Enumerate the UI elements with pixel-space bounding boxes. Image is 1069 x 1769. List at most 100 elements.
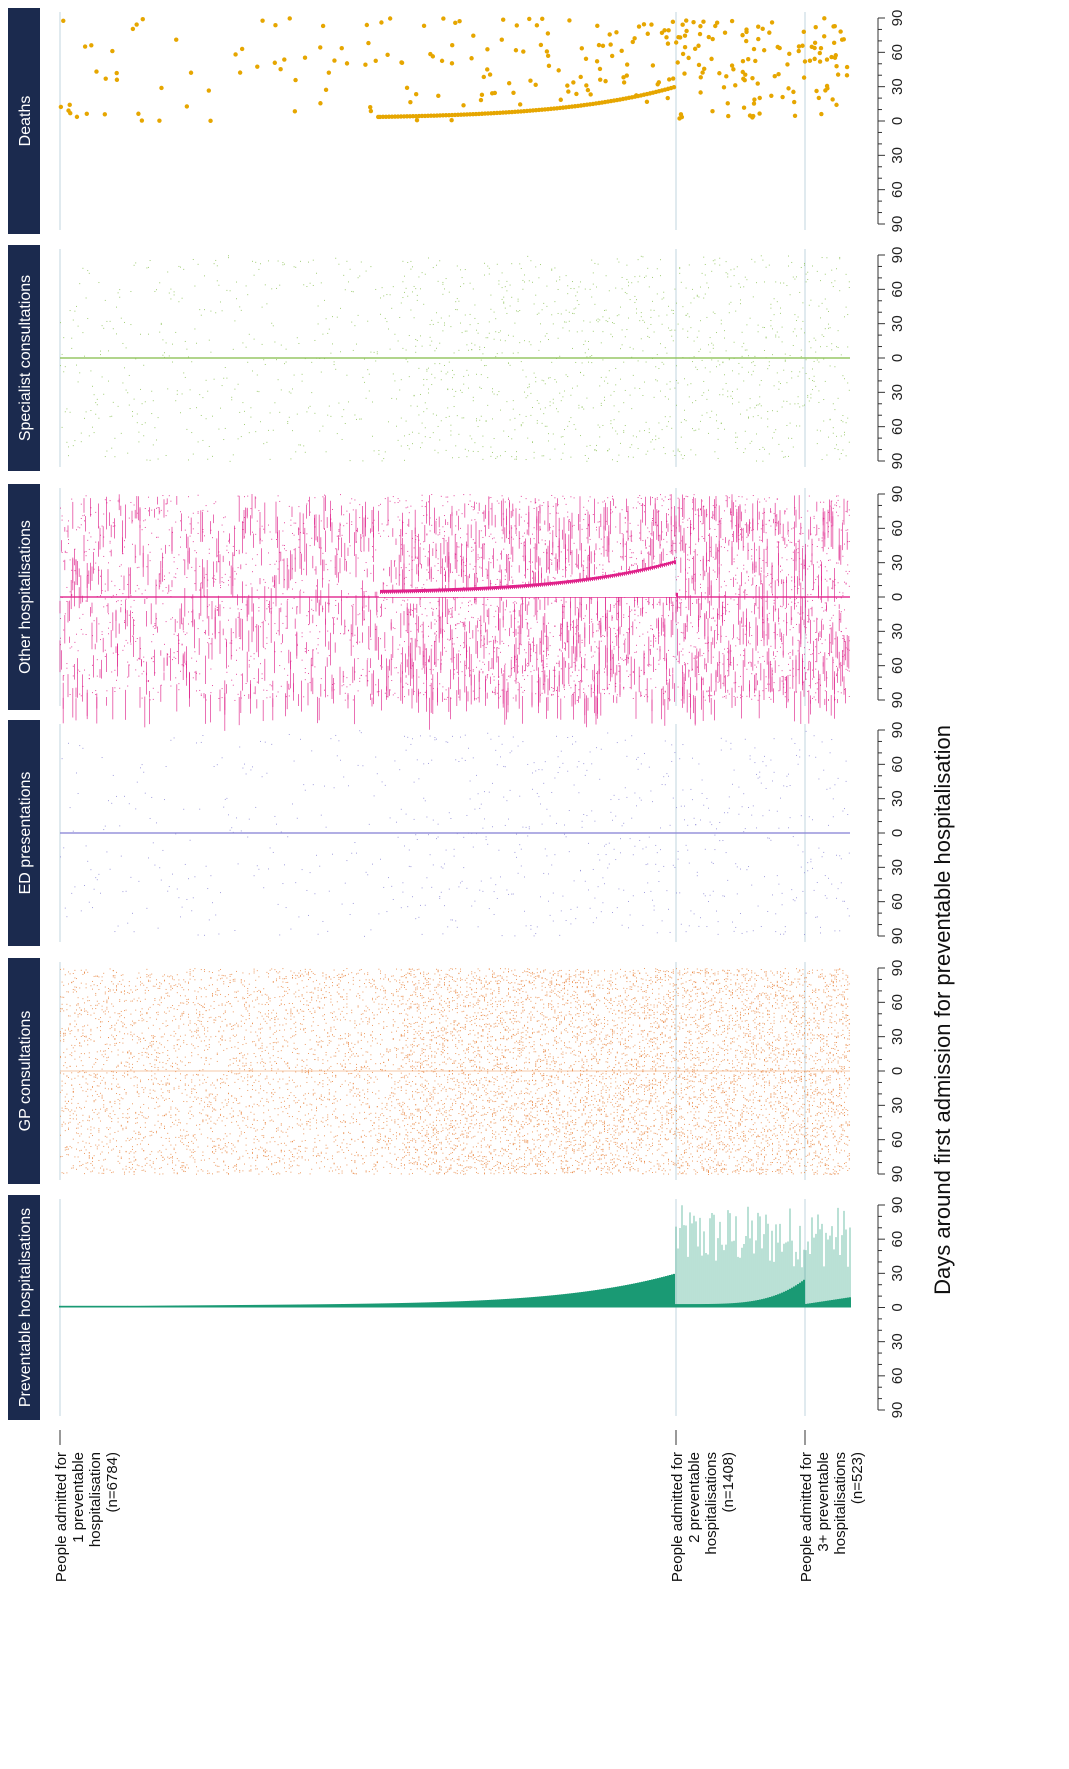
event-mark — [348, 1043, 349, 1045]
event-mark — [463, 1071, 465, 1073]
event-mark — [196, 1092, 197, 1094]
event-mark — [456, 1005, 458, 1007]
event-mark — [424, 1060, 426, 1062]
event-mark — [112, 1071, 114, 1073]
event-mark — [292, 1154, 293, 1156]
event-mark — [268, 1155, 269, 1157]
event-mark — [325, 1147, 327, 1149]
event-mark — [149, 974, 151, 976]
event-mark — [60, 1010, 61, 1012]
event-mark — [436, 1042, 437, 1044]
event-mark — [432, 1021, 434, 1023]
event-mark — [111, 1118, 113, 1120]
event-mark — [239, 1060, 241, 1062]
event-mark — [359, 1112, 361, 1114]
event-mark — [90, 985, 92, 987]
event-mark — [418, 1061, 420, 1063]
event-mark — [458, 1158, 460, 1160]
event-mark — [304, 1114, 306, 1116]
event-mark — [288, 1106, 290, 1108]
event-mark — [263, 1136, 265, 1138]
event-mark — [108, 1152, 109, 1154]
event-mark — [148, 1096, 149, 1098]
event-mark — [436, 1075, 437, 1077]
event-mark — [308, 979, 309, 981]
event-mark — [416, 1045, 418, 1047]
event-mark — [156, 1052, 157, 1054]
event-mark — [245, 1042, 247, 1044]
event-mark — [252, 1000, 253, 1002]
event-mark — [402, 1059, 404, 1061]
event-mark — [429, 1000, 431, 1002]
event-mark — [223, 1049, 225, 1051]
event-mark — [448, 1070, 450, 1072]
event-mark — [71, 1147, 73, 1149]
event-mark — [162, 1156, 164, 1158]
event-mark — [240, 1076, 242, 1078]
event-mark — [402, 1114, 404, 1116]
event-mark — [436, 1172, 437, 1174]
data-marks — [60, 968, 850, 1175]
event-mark — [423, 1087, 425, 1089]
event-mark — [394, 1088, 396, 1090]
event-mark — [108, 1047, 109, 1049]
event-mark — [196, 1012, 197, 1014]
event-mark — [232, 1057, 234, 1059]
event-mark — [181, 1015, 183, 1017]
event-mark — [128, 1050, 130, 1052]
event-mark — [60, 1091, 61, 1093]
event-mark — [407, 1055, 409, 1057]
event-mark — [277, 1050, 279, 1052]
event-mark — [461, 1130, 463, 1132]
event-mark — [317, 1024, 319, 1026]
event-mark — [104, 993, 106, 995]
event-mark — [453, 1028, 455, 1030]
event-mark — [260, 1055, 261, 1057]
event-mark — [356, 1075, 357, 1077]
event-mark — [212, 993, 213, 995]
event-mark — [301, 1157, 303, 1159]
event-mark — [424, 1161, 426, 1163]
event-mark — [368, 1019, 370, 1021]
event-mark — [226, 1048, 228, 1050]
event-mark — [136, 1122, 138, 1124]
event-mark — [330, 998, 332, 1000]
event-mark — [244, 1077, 245, 1079]
event-mark — [357, 1093, 359, 1095]
event-mark — [231, 1028, 233, 1030]
event-mark — [146, 1157, 148, 1159]
event-mark — [224, 1145, 226, 1147]
event-mark — [370, 983, 372, 985]
event-mark — [330, 1131, 332, 1133]
event-mark — [469, 1100, 471, 1102]
event-mark — [412, 1138, 413, 1140]
event-mark — [471, 979, 473, 981]
event-mark — [76, 1132, 77, 1134]
event-mark — [424, 985, 426, 987]
event-mark — [292, 1116, 293, 1118]
event-mark — [269, 1150, 271, 1152]
event-mark — [100, 1153, 101, 1155]
event-mark — [263, 1119, 265, 1121]
event-mark — [360, 1136, 362, 1138]
event-mark — [141, 1013, 143, 1015]
event-mark — [349, 1049, 351, 1051]
event-mark — [418, 1004, 420, 1006]
event-mark — [300, 1119, 301, 1121]
event-mark — [372, 1012, 373, 1014]
event-mark — [200, 1159, 202, 1161]
event-mark — [266, 1155, 268, 1157]
event-mark — [394, 1083, 396, 1085]
event-mark — [452, 1158, 453, 1160]
event-mark — [320, 990, 322, 992]
event-mark — [218, 1165, 220, 1167]
event-mark — [407, 1018, 409, 1020]
event-mark — [223, 1013, 225, 1015]
event-mark — [340, 1146, 341, 1148]
event-mark — [405, 1080, 407, 1082]
event-mark — [170, 1144, 172, 1146]
event-mark — [367, 1051, 369, 1053]
event-mark — [109, 1028, 111, 1030]
event-mark — [448, 1168, 450, 1170]
event-mark — [152, 1083, 154, 1085]
